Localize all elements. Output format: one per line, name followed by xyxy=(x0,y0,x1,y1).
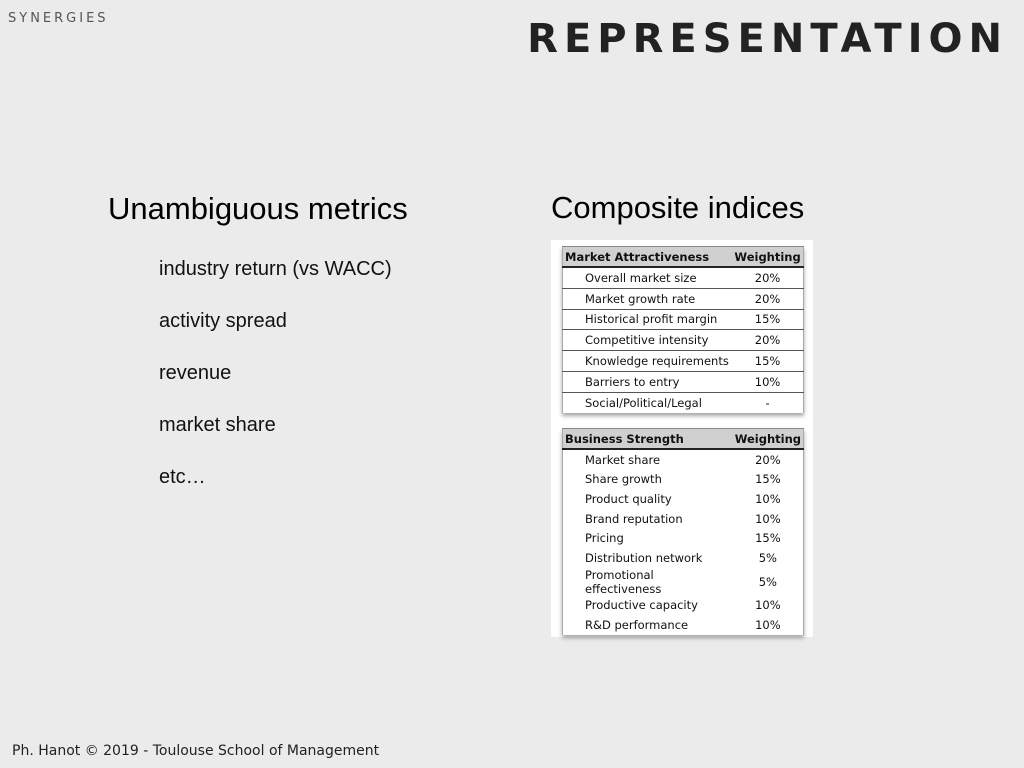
table-row: Promotional effectiveness 5% xyxy=(563,568,804,596)
table-row: R&D performance 10% xyxy=(563,615,804,635)
list-item: etc… xyxy=(159,466,206,488)
row-weight: 10% xyxy=(755,491,781,506)
row-label: Product quality xyxy=(585,491,672,506)
table-row: Market share 20% xyxy=(563,449,804,470)
row-weight: 5% xyxy=(758,550,777,565)
row-weight: 20% xyxy=(755,452,781,467)
table-row: Brand reputation 10% xyxy=(563,509,804,529)
column-header: Market Attractiveness xyxy=(562,246,733,268)
table-row: Productive capacity 10% xyxy=(563,596,804,616)
row-label: Share growth xyxy=(585,472,662,487)
market-attractiveness-table: Market Attractiveness Weighting Overall … xyxy=(562,246,804,413)
row-label: Distribution network xyxy=(585,550,703,565)
row-label: Knowledge requirements xyxy=(562,350,733,372)
row-weight: 10% xyxy=(755,511,781,526)
table-row: Pricing 15% xyxy=(563,528,804,548)
row-label: Brand reputation xyxy=(585,511,683,526)
column-header: Weighting xyxy=(732,246,804,268)
unambiguous-metrics-heading: Unambiguous metrics xyxy=(108,191,408,226)
row-weight: 15% xyxy=(732,350,804,372)
table-row: Social/Political/Legal - xyxy=(563,392,804,412)
row-weight: 15% xyxy=(755,472,781,487)
table-row: Product quality 10% xyxy=(563,489,804,509)
row-label: Barriers to entry xyxy=(562,371,733,393)
row-weight: 20% xyxy=(732,329,804,352)
row-weight: 20% xyxy=(732,267,804,289)
table-row: Barriers to entry 10% xyxy=(562,371,804,393)
row-weight: 20% xyxy=(732,288,804,310)
row-weight: 10% xyxy=(755,617,781,632)
row-label: Promotional effectiveness xyxy=(585,567,662,596)
row-label: Competitive intensity xyxy=(562,329,733,352)
slide-title: REPRESENTATION xyxy=(527,16,1008,62)
list-item: activity spread xyxy=(159,310,287,332)
row-weight: 10% xyxy=(732,371,804,393)
table-header-row: Business Strength Weighting xyxy=(562,428,804,450)
row-label: Social/Political/Legal xyxy=(585,395,702,410)
list-item: industry return (vs WACC) xyxy=(159,258,392,280)
table-row: Competitive intensity 20% xyxy=(562,329,804,352)
composite-indices-heading: Composite indices xyxy=(551,190,805,225)
row-label: Historical profit margin xyxy=(562,309,733,331)
column-header: Business Strength xyxy=(562,428,733,450)
row-weight: 15% xyxy=(732,309,804,331)
metric-list: industry return (vs WACC) activity sprea… xyxy=(159,258,392,518)
table-row: Knowledge requirements 15% xyxy=(562,350,804,372)
section-tag: SYNERGIES xyxy=(8,11,109,26)
row-label: Productive capacity xyxy=(585,598,698,613)
row-weight: 10% xyxy=(755,598,781,613)
row-weight: - xyxy=(765,395,770,410)
row-label: Pricing xyxy=(585,531,624,546)
row-label: Overall market size xyxy=(562,267,733,289)
footer-credit: Ph. Hanot © 2019 - Toulouse School of Ma… xyxy=(12,743,380,759)
row-label: Market growth rate xyxy=(562,288,733,310)
composite-indices-image: Market Attractiveness Weighting Overall … xyxy=(551,240,813,637)
row-label: Market share xyxy=(585,452,661,467)
row-weight: 15% xyxy=(755,531,781,546)
table-row: Share growth 15% xyxy=(563,470,804,490)
list-item: market share xyxy=(159,414,276,436)
list-item: revenue xyxy=(159,362,232,384)
column-header: Weighting xyxy=(732,428,804,450)
table-row: Historical profit margin 15% xyxy=(562,309,804,331)
table-row: Market growth rate 20% xyxy=(562,288,804,310)
business-strength-table: Business Strength Weighting Market share… xyxy=(562,428,804,635)
row-label: R&D performance xyxy=(585,617,689,632)
table-row: Overall market size 20% xyxy=(562,267,804,289)
table-header-row: Market Attractiveness Weighting xyxy=(562,246,804,268)
table-row: Distribution network 5% xyxy=(563,548,804,568)
row-weight: 5% xyxy=(758,574,777,589)
